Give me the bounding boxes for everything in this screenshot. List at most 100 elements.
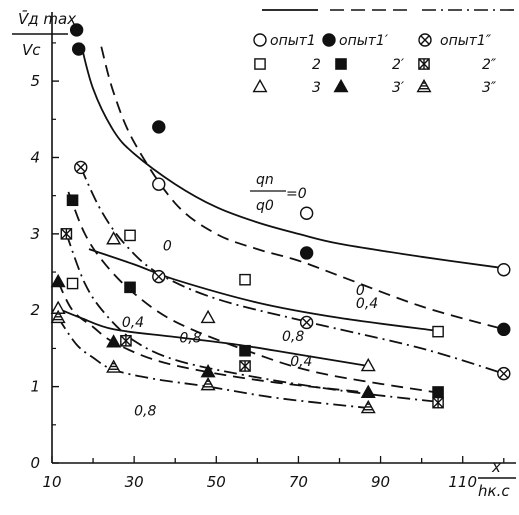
data-point-hatched-triangle [200,376,216,391]
legend-label-3-prime: 3′ [392,80,405,96]
legend-marker-shape [335,58,347,70]
curve-label: 0 [163,239,172,255]
y-axis-title: V̄д max Vc [12,9,76,59]
marker-circle [71,42,86,56]
legend-marker-shape [418,33,432,47]
marker-square [124,229,136,242]
data-markers [50,23,511,414]
data-point-open-triangle [200,309,216,324]
fit-curve-solid [88,248,439,332]
marker-square [239,273,251,286]
marker-square [124,281,136,294]
marker-triangle [252,78,268,93]
q0-label: q0 [256,198,274,214]
data-point-circle-x [497,366,511,381]
marker-triangle [333,78,349,93]
data-point-open-square [432,325,444,338]
marker-square [335,58,347,70]
legend-marker-shape [254,58,266,70]
data-point-open-square [66,277,79,290]
marker-circle [69,23,84,37]
marker-square [66,194,79,207]
y-tick-label: 3 [30,225,40,243]
legend-label-1-double-prime: опыт1″ [440,33,492,49]
data-point-filled-square [239,344,251,357]
legend-label-1-prime: опыт1′ [339,33,389,49]
marker-triangle [106,231,122,245]
x-axis-title-numerator: x [491,458,501,476]
x-tick-label: 90 [371,473,390,491]
y-tick-label: 1 [30,378,40,396]
marker-triangle [50,273,66,288]
curve-label: 0,8 [179,330,201,346]
legend: опыт1 опыт1′ опыт1″ 2 2′ 2″ 3 3′ 3″ [252,9,515,96]
curve-label: 0,4 [122,315,144,331]
fit-curve-dashed [100,46,505,331]
marker-triangle [360,357,376,372]
legend-label-2-prime: 2′ [392,57,405,73]
marker-circle [152,177,166,191]
marker-cross [499,368,509,379]
legend-marker-hatched-triangle [416,78,432,93]
data-point-filled-triangle [200,363,216,378]
marker-circle [152,120,166,134]
marker-square [432,386,444,398]
legend-marker-square-x [418,58,430,70]
fit-curve-dashed [57,281,369,394]
marker-circle [497,322,511,337]
marker-square [432,325,444,338]
data-point-filled-circle [299,246,314,260]
legend-row-2: 2 2′ 2″ [254,57,497,73]
y-tick-label: 2 [30,301,40,319]
x-tick-label: 110 [448,473,477,491]
legend-label-3-double-prime: 3″ [482,80,497,96]
curve-label: 0,4 [290,354,312,370]
data-point-filled-triangle [50,273,66,288]
legend-marker-filled-square [335,58,347,70]
data-point-circle-x [74,160,88,175]
fit-curve-dashdot [65,233,439,403]
qn-value-label: =0 [286,186,307,202]
curve-label: 0,8 [282,329,304,345]
data-point-open-triangle [106,231,122,245]
curve-label: 0,8 [134,404,156,420]
y-axis-title-denominator: Vc [22,41,41,59]
data-point-filled-circle [152,120,166,134]
marker-triangle [200,363,216,378]
legend-marker-circle-x [418,33,432,47]
legend-row-1: опыт1 опыт1′ опыт1″ [253,33,492,49]
marker-circle [299,246,314,260]
y-axis-title-numerator: V̄д max [18,9,76,28]
fit-curve-dashdot [79,167,505,375]
marker-circle [497,263,511,277]
legend-marker-open-triangle [252,78,268,93]
fit-curve-dashed [67,191,439,394]
fit-curve-solid [79,42,504,270]
x-tick-label: 10 [42,473,61,491]
legend-marker-open-square [254,58,266,70]
data-point-hatched-triangle [50,309,66,324]
axes [51,12,516,464]
x-tick-label: 50 [207,473,226,491]
y-tick-label: 4 [30,148,40,166]
curve-labels: 000,40,80,40,40,80,8 [122,239,378,420]
x-tick-label: 30 [125,473,144,491]
data-point-open-square [239,273,251,286]
data-point-square-x [60,228,73,240]
data-point-circle-x [152,269,166,284]
x-tick-label: 70 [289,473,308,491]
legend-label-3: 3 [312,80,321,96]
data-point-open-square [124,229,136,242]
fit-curve-dashdot [57,317,369,409]
legend-marker-shape [253,33,267,47]
data-point-filled-square [66,194,79,207]
marker-square [239,344,251,357]
marker-circle [253,33,267,47]
legend-marker-shape [252,78,268,93]
marker-cross [301,317,312,328]
legend-label-1: опыт1 [270,33,316,49]
marker-cross [76,162,86,173]
marker-square [66,277,79,290]
data-point-filled-circle [69,23,84,37]
data-point-hatched-triangle [106,359,122,373]
